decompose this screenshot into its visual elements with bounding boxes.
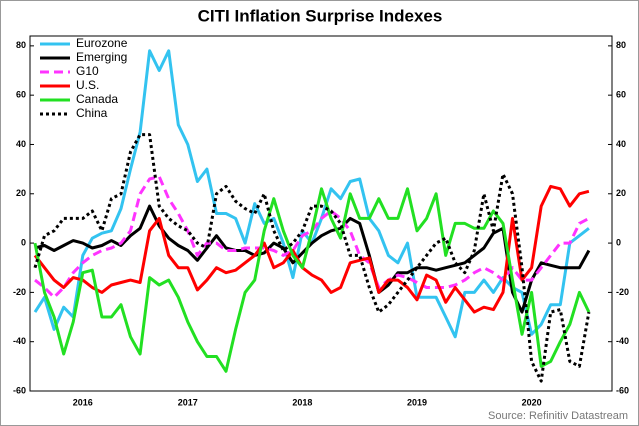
legend-label: Eurozone [76,36,128,50]
legend-label: Emerging [76,50,127,64]
x-tick-label: 2019 [407,397,427,407]
y2-tick-label: 20 [616,188,626,198]
legend-label: Canada [76,92,118,106]
y2-tick-label: 40 [616,139,626,149]
y-tick-label: 80 [16,40,26,50]
y-tick-label: 0 [21,237,26,247]
y2-tick-label: -60 [616,385,629,395]
legend-label: China [76,106,108,120]
y2-tick-label: -20 [616,287,629,297]
legend-label: G10 [76,64,99,78]
chart-title: CITI Inflation Surprise Indexes [198,6,443,25]
y-tick-label: 20 [16,188,26,198]
series-line [33,184,590,314]
y-tick-label: -20 [13,287,26,297]
x-tick-label: 2016 [73,397,93,407]
y-tick-label: 40 [16,139,26,149]
y2-tick-label: 60 [616,90,626,100]
y2-tick-label: -40 [616,336,629,346]
plot-frame [29,35,613,392]
x-tick-label: 2020 [522,397,542,407]
y-tick-label: -40 [13,336,26,346]
y-tick-label: 60 [16,90,26,100]
y-tick-label: -60 [13,385,26,395]
x-tick-label: 2017 [178,397,198,407]
series-line [34,204,591,314]
series-line [33,187,591,373]
x-tick-label: 2018 [292,397,312,407]
source-note: Source: Refinitiv Datastream [488,410,628,422]
y2-tick-label: 0 [616,237,621,247]
series-line [33,133,591,383]
legend-label: U.S. [76,78,99,92]
y2-tick-label: 80 [616,40,626,50]
